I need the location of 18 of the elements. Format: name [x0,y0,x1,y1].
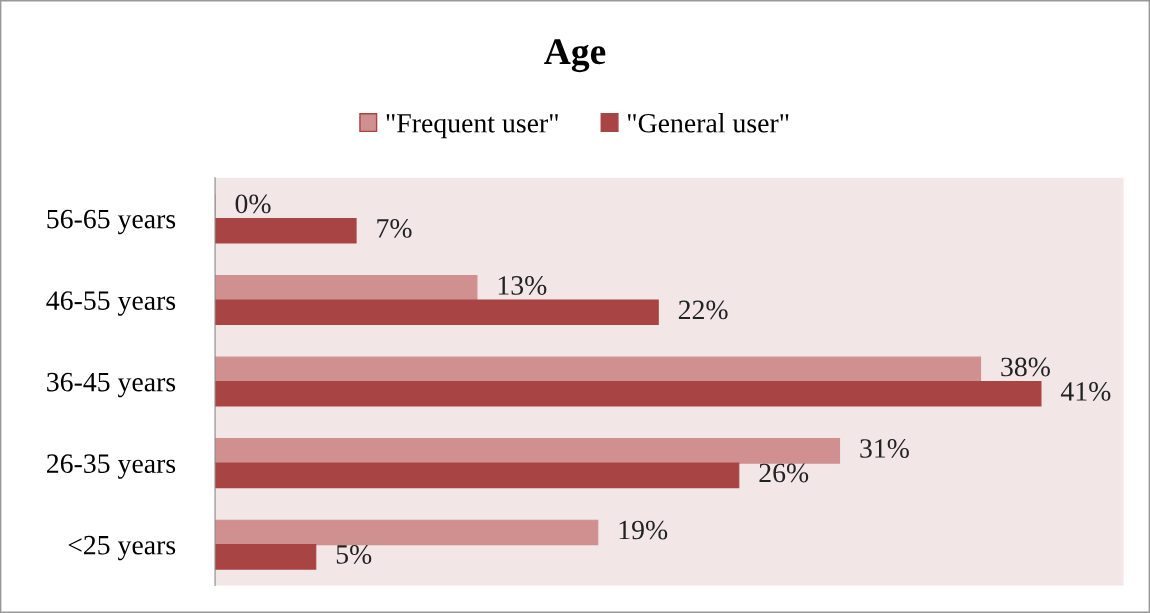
data-label: 41% [1060,382,1111,401]
data-label: 22% [678,300,728,320]
data-label: 38% [1001,357,1050,377]
y-tick-label: 36-45 years [47,372,176,398]
data-label: 19% [619,520,668,540]
y-tick-label: 26-35 years [47,454,176,479]
y-tick-label: <25 years [68,535,176,561]
legend-label: "General user" [627,113,789,133]
data-label: 31% [860,439,909,458]
data-label: 7% [377,218,412,238]
data-label: 0% [235,194,271,214]
chart-title: Age [544,39,606,73]
legend-label: "Frequent user" [386,114,558,139]
data-label: 13% [498,276,547,295]
y-tick-label: 46-55 years [46,291,176,316]
data-label: 26% [759,463,809,483]
y-tick-label: 56-65 years [47,209,176,235]
data-label: 5% [336,545,372,564]
